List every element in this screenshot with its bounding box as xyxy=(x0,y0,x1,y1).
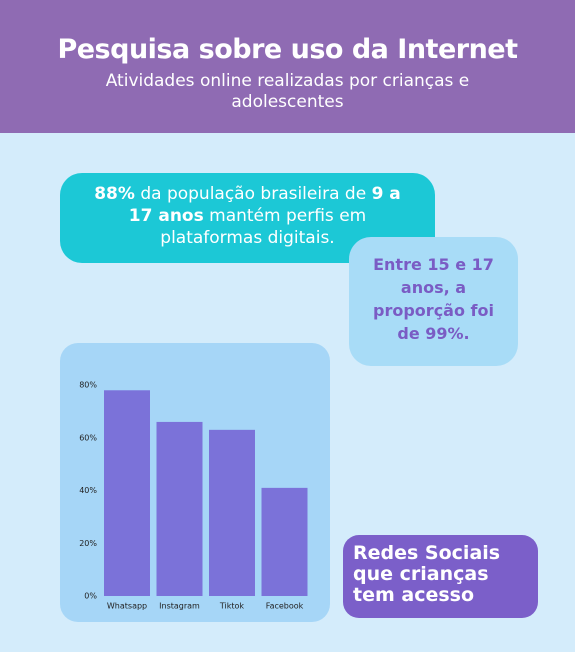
highlight: 88% xyxy=(94,184,135,204)
bar xyxy=(156,421,203,596)
y-tick-label: 40% xyxy=(79,486,97,495)
title: Pesquisa sobre uso da Internet xyxy=(57,34,518,65)
bar xyxy=(261,487,308,596)
chart: 0% 20% 40% 60% 80% Whatsapp Instagram Tiktok Fac… xyxy=(60,343,330,622)
highlight: 9 a 17 anos xyxy=(128,184,401,226)
chart-label: Redes Sociais que crianças tem acesso xyxy=(343,535,538,618)
y-tick-label: 80% xyxy=(79,381,97,390)
subtitle: Atividades online realizadas por criança… xyxy=(105,71,470,112)
x-tick-label: Facebook xyxy=(266,602,304,611)
callout: Entre 15 e 17 anos, a proporção foi de 9… xyxy=(349,237,518,366)
callout: 88% da população brasileira de 9 a 17 an… xyxy=(60,173,435,263)
y-tick-label: 20% xyxy=(79,539,97,548)
text: mantém perfis em plataformas digitais. xyxy=(160,206,367,248)
x-tick-label: Instagram xyxy=(159,602,200,611)
y-tick-label: 60% xyxy=(79,433,97,442)
text: da população brasileira de xyxy=(140,184,367,204)
x-tick-label: Tiktok xyxy=(219,602,245,611)
x-tick-label: Whatsapp xyxy=(107,602,147,611)
bar xyxy=(209,429,255,596)
bar xyxy=(104,390,150,596)
y-tick-label: 0% xyxy=(84,592,97,601)
header: Pesquisa sobre uso da Internet Atividade… xyxy=(0,0,575,133)
